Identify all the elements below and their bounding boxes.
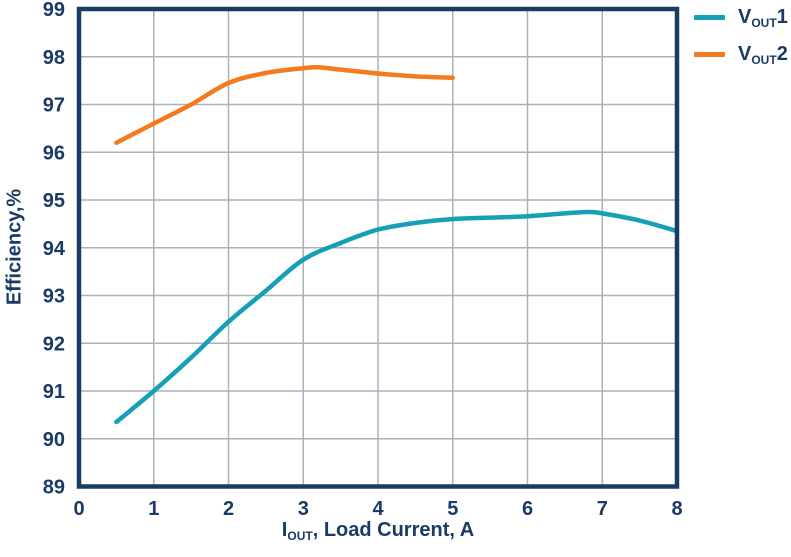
x-tick-label: 3: [298, 498, 309, 520]
legend-label-part: OUT: [751, 16, 777, 30]
y-tick-label: 90: [43, 429, 65, 451]
y-tick-label: 98: [43, 47, 65, 69]
legend-label-part: OUT: [751, 53, 777, 67]
x-axis-title-part: , Load Current, A: [312, 519, 475, 541]
x-axis-title: IOUT, Load Current, A: [79, 519, 677, 543]
y-tick-label: 95: [43, 190, 65, 212]
legend-line-swatch: [694, 15, 725, 20]
x-tick-label: 2: [223, 498, 234, 520]
y-axis-title: Efficiency,%: [3, 188, 26, 306]
y-tick-label: 97: [43, 95, 65, 117]
legend-label-part: V: [738, 43, 752, 65]
x-tick-label: 1: [148, 498, 159, 520]
y-tick-label: 96: [43, 142, 65, 164]
legend-entry-vout2: VOUT2: [694, 43, 788, 67]
legend-label: VOUT1: [738, 6, 788, 30]
legend-line-swatch: [694, 52, 725, 57]
legend: VOUT1 VOUT2: [694, 6, 788, 80]
legend-label-part: 1: [776, 6, 788, 28]
x-axis-title-part: I: [281, 519, 288, 541]
y-tick-label: 89: [43, 477, 65, 499]
series-curve-vout1: [114, 209, 680, 425]
legend-label-part: 2: [776, 43, 788, 65]
legend-label-part: V: [738, 6, 752, 28]
y-tick-label: 99: [43, 0, 65, 21]
x-tick-label: 0: [73, 498, 84, 520]
x-axis-title-part: OUT: [287, 529, 313, 543]
series-curve-vout2: [114, 64, 455, 145]
legend-label: VOUT2: [738, 43, 788, 67]
y-tick-label: 91: [43, 381, 65, 403]
x-tick-label: 5: [447, 498, 458, 520]
y-tick-label: 92: [43, 333, 65, 355]
x-tick-label: 7: [597, 498, 608, 520]
x-tick-label: 4: [372, 498, 384, 520]
y-tick-label: 94: [43, 238, 66, 260]
y-tick-label: 93: [43, 286, 65, 308]
plot-border: [76, 6, 680, 489]
legend-entry-vout1: VOUT1: [694, 6, 788, 30]
x-tick-label: 6: [522, 498, 533, 520]
x-tick-label: 8: [671, 498, 682, 520]
